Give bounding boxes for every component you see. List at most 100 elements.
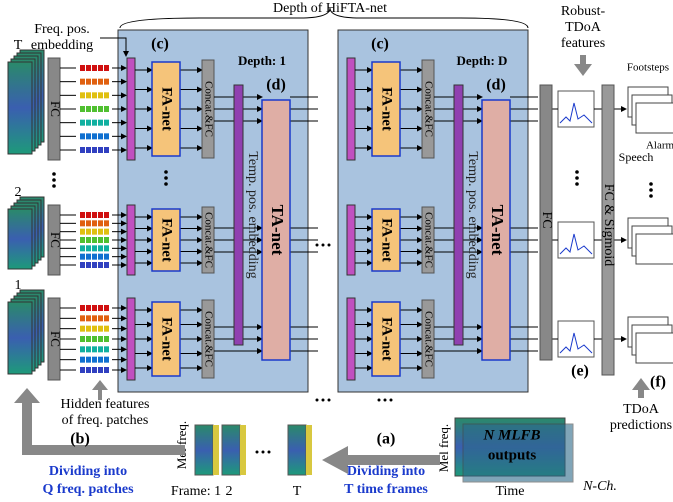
- fa-net-label: FA-net: [379, 87, 395, 131]
- dot: [649, 182, 653, 186]
- patch: [104, 305, 109, 311]
- patch: [86, 229, 91, 235]
- patch: [98, 229, 103, 235]
- dot: [322, 244, 325, 247]
- patch: [80, 336, 85, 342]
- concat-label: Concat.&FC: [422, 212, 434, 268]
- patch: [104, 133, 109, 139]
- patch: [98, 237, 103, 243]
- patch: [104, 262, 109, 268]
- patch: [86, 120, 91, 126]
- patch: [92, 315, 97, 321]
- patch: [104, 237, 109, 243]
- patch: [98, 367, 103, 373]
- patch: [92, 212, 97, 218]
- patch: [104, 120, 109, 126]
- patch: [98, 315, 103, 321]
- step-text: Dividing into: [49, 464, 127, 479]
- concat-label: Concat.&FC: [202, 81, 214, 137]
- frame-label: 2: [226, 484, 233, 499]
- patch: [86, 305, 91, 311]
- patch: [98, 245, 103, 251]
- tag-e: (e): [571, 363, 589, 380]
- dot: [328, 244, 331, 247]
- patch: [104, 357, 109, 363]
- patch: [104, 92, 109, 98]
- step-tag: (a): [377, 431, 396, 448]
- frame: [288, 425, 306, 475]
- patch: [80, 133, 85, 139]
- patch: [104, 229, 109, 235]
- patch: [104, 106, 109, 112]
- ta-net-label: TA-net: [488, 205, 507, 256]
- patch: [98, 212, 103, 218]
- pos-embed: [127, 205, 135, 275]
- hidden-label: Hidden features: [60, 397, 149, 412]
- pos-embed: [127, 298, 135, 380]
- tdoa-label: TDoA: [623, 402, 660, 417]
- patch: [98, 106, 103, 112]
- concat-label: Concat.&FC: [202, 212, 214, 268]
- robust-label: Robust-: [561, 4, 606, 19]
- concat-label: Concat.&FC: [422, 311, 434, 367]
- patch: [104, 315, 109, 321]
- temp-label: Temp. pos. embedding: [245, 151, 260, 278]
- dot: [575, 182, 579, 186]
- patch: [92, 237, 97, 243]
- patch: [86, 106, 91, 112]
- patch: [98, 220, 103, 226]
- depth-title: Depth of HiFTA-net: [273, 1, 387, 16]
- patch: [86, 237, 91, 243]
- patch: [80, 92, 85, 98]
- pos-embed: [347, 58, 355, 160]
- step-text: Dividing into: [347, 464, 425, 479]
- patch: [92, 133, 97, 139]
- patch: [92, 262, 97, 268]
- robust-label: TDoA: [565, 20, 602, 35]
- ta-tag: (d): [486, 77, 506, 94]
- patch: [86, 262, 91, 268]
- patch: [104, 65, 109, 71]
- dot: [575, 170, 579, 174]
- patch: [98, 147, 103, 153]
- patch: [80, 220, 85, 226]
- patch: [98, 65, 103, 71]
- patch: [86, 357, 91, 363]
- dot: [316, 399, 319, 402]
- patch: [80, 147, 85, 153]
- fa-net-label: FA-net: [379, 317, 395, 361]
- patch: [104, 346, 109, 352]
- frame: [195, 425, 213, 475]
- patch: [92, 305, 97, 311]
- patch: [98, 254, 103, 260]
- depth-label: Depth: D: [457, 53, 508, 68]
- patch: [80, 262, 85, 268]
- patch: [80, 357, 85, 363]
- dot: [268, 451, 271, 454]
- patch: [98, 120, 103, 126]
- patch: [104, 367, 109, 373]
- mlfb-label: outputs: [488, 447, 537, 463]
- temp-embed: [234, 85, 243, 345]
- patch: [104, 147, 109, 153]
- hidden-label: of freq. patches: [62, 413, 149, 428]
- patch: [80, 79, 85, 85]
- pos-embed: [347, 298, 355, 380]
- patch: [86, 245, 91, 251]
- dot: [649, 188, 653, 192]
- dot: [52, 184, 56, 188]
- pos-embed: [127, 58, 135, 160]
- ta-tag: (d): [266, 77, 286, 94]
- patch: [92, 367, 97, 373]
- patch: [92, 147, 97, 153]
- frame: [306, 425, 312, 475]
- fa-net-label: FA-net: [159, 218, 175, 262]
- stack-label: 1: [15, 278, 22, 293]
- patch: [86, 65, 91, 71]
- patch: [86, 79, 91, 85]
- prediction: [636, 234, 673, 264]
- fc-sigmoid-label: FC & Sigmoid: [601, 184, 616, 266]
- patch: [80, 315, 85, 321]
- patch: [92, 79, 97, 85]
- frame: [213, 425, 219, 475]
